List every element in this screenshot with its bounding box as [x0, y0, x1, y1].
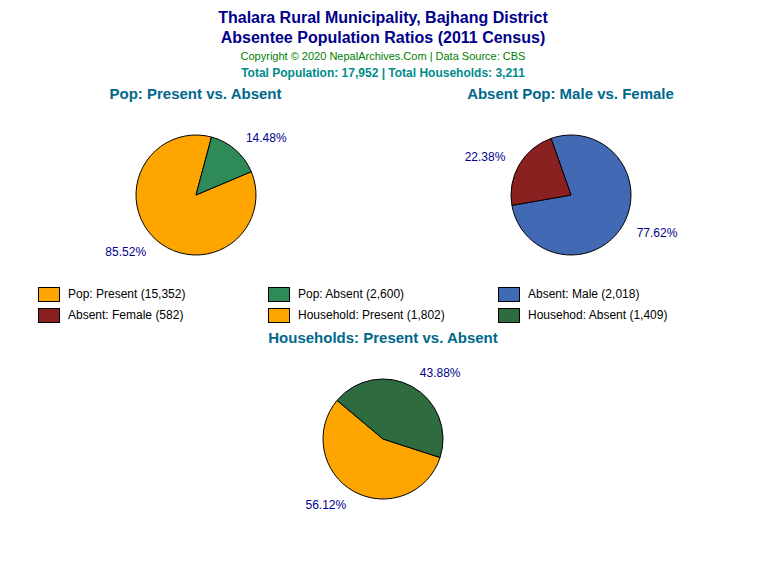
html-text:Absentee Population Ratios (20: Absentee Population Ratios (2011 Census) [220, 29, 546, 46]
html-text:Pop: Present (15,352): Pop: Present (15,352) [68, 287, 186, 302]
html-text:Absent Pop: Male vs. Female: Absent Pop: Male vs. Female [467, 84, 674, 102]
html-text:Total Population: 17,952 | Tot: Total Population: 17,952 | Total Househo… [241, 65, 525, 80]
svg-text:85.52%: 85.52% [105, 245, 146, 259]
html-text:Copyright © 2020 NepalArchives: Copyright © 2020 NepalArchives.Com | Dat… [240, 50, 526, 62]
svg-text:22.38%: 22.38% [464, 149, 505, 163]
html-text:Thalara Rural Municipality, Ba: Thalara Rural Municipality, Bajhang Dist… [218, 9, 548, 26]
html-text:Pop: Present vs. Absent: Pop: Present vs. Absent [109, 84, 282, 102]
svg-text:43.88%: 43.88% [420, 365, 461, 379]
svg-text:77.62%: 77.62% [636, 226, 677, 240]
html-text:Pop: Absent (2,600): Pop: Absent (2,600) [298, 287, 405, 302]
svg-text:14.48%: 14.48% [245, 130, 286, 144]
html-text:Absent: Male (2,018): Absent: Male (2,018) [528, 287, 640, 302]
html-text:Househod: Absent (1,409): Househod: Absent (1,409) [528, 308, 668, 323]
html-text:Households: Present vs. Absent: Households: Present vs. Absent [268, 328, 498, 346]
svg-text:56.12%: 56.12% [305, 498, 346, 512]
html-text:Household: Present (1,802): Household: Present (1,802) [298, 308, 445, 323]
html-text:Absent: Female (582): Absent: Female (582) [68, 308, 184, 323]
